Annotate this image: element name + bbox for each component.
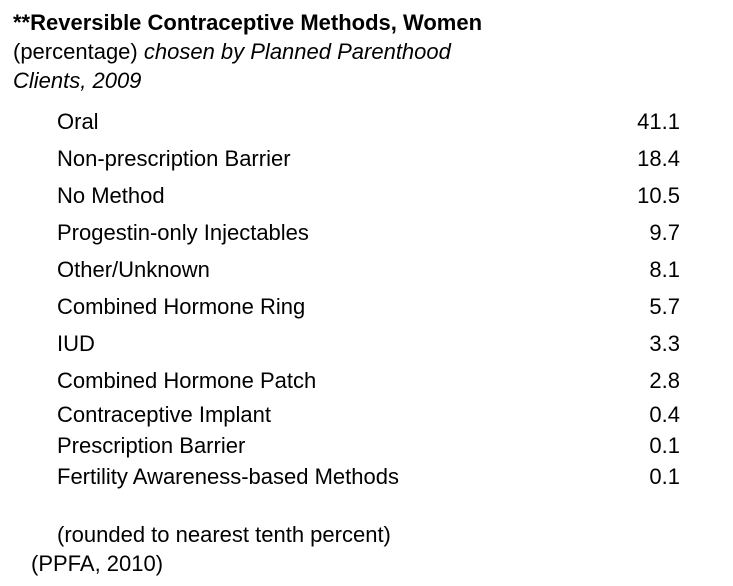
page-title: **Reversible Contraceptive Methods, Wome…	[13, 10, 483, 35]
table-row: Prescription Barrier 0.1	[13, 430, 733, 461]
footer-source-citation: (PPFA, 2010)	[31, 551, 164, 576]
row-label: Progestin-only Injectables	[57, 220, 309, 245]
table-row: Progestin-only Injectables 9.7	[13, 214, 733, 251]
table-row: Oral 41.1	[13, 103, 733, 140]
row-label: Combined Hormone Ring	[57, 294, 306, 319]
row-label: IUD	[57, 331, 95, 356]
row-label: Non-prescription Barrier	[57, 146, 291, 171]
row-value: 9.7	[649, 220, 680, 245]
row-label: Combined Hormone Patch	[57, 368, 317, 393]
row-label: Prescription Barrier	[57, 433, 246, 458]
row-label: Contraceptive Implant	[57, 402, 271, 427]
row-value: 0.1	[649, 433, 680, 458]
table-row: IUD 3.3	[13, 325, 733, 362]
row-label: Oral	[57, 109, 99, 134]
row-value: 41.1	[637, 109, 680, 134]
table-row: Combined Hormone Patch 2.8	[13, 362, 733, 399]
row-label: Fertility Awareness-based Methods	[57, 464, 399, 489]
footer-note-rounding: (rounded to nearest tenth percent)	[57, 522, 391, 547]
table-row: Fertility Awareness-based Methods 0.1	[13, 461, 733, 492]
row-value: 8.1	[649, 257, 680, 282]
row-value: 18.4	[637, 146, 680, 171]
subtitle-regular-text: (percentage)	[13, 39, 144, 64]
page-subtitle-line1: (percentage) chosen by Planned Parenthoo…	[13, 37, 733, 66]
row-value: 5.7	[649, 294, 680, 319]
footer-block: (rounded to nearest tenth percent) (PPFA…	[13, 520, 733, 578]
title-block: **Reversible Contraceptive Methods, Wome…	[13, 8, 733, 95]
row-value: 3.3	[649, 331, 680, 356]
row-label: No Method	[57, 183, 165, 208]
page-subtitle-line2: Clients, 2009	[13, 68, 142, 93]
table-row: Combined Hormone Ring 5.7	[13, 288, 733, 325]
row-value: 2.8	[649, 368, 680, 393]
table-row: No Method 10.5	[13, 177, 733, 214]
row-value: 10.5	[637, 183, 680, 208]
table-row: Non-prescription Barrier 18.4	[13, 140, 733, 177]
methods-table: Oral 41.1 Non-prescription Barrier 18.4 …	[13, 103, 733, 492]
subtitle-italic-text: chosen by Planned Parenthood	[143, 39, 451, 64]
row-label: Other/Unknown	[57, 257, 210, 282]
row-value: 0.1	[649, 464, 680, 489]
table-row: Contraceptive Implant 0.4	[13, 399, 733, 430]
row-value: 0.4	[649, 402, 680, 427]
table-row: Other/Unknown 8.1	[13, 251, 733, 288]
